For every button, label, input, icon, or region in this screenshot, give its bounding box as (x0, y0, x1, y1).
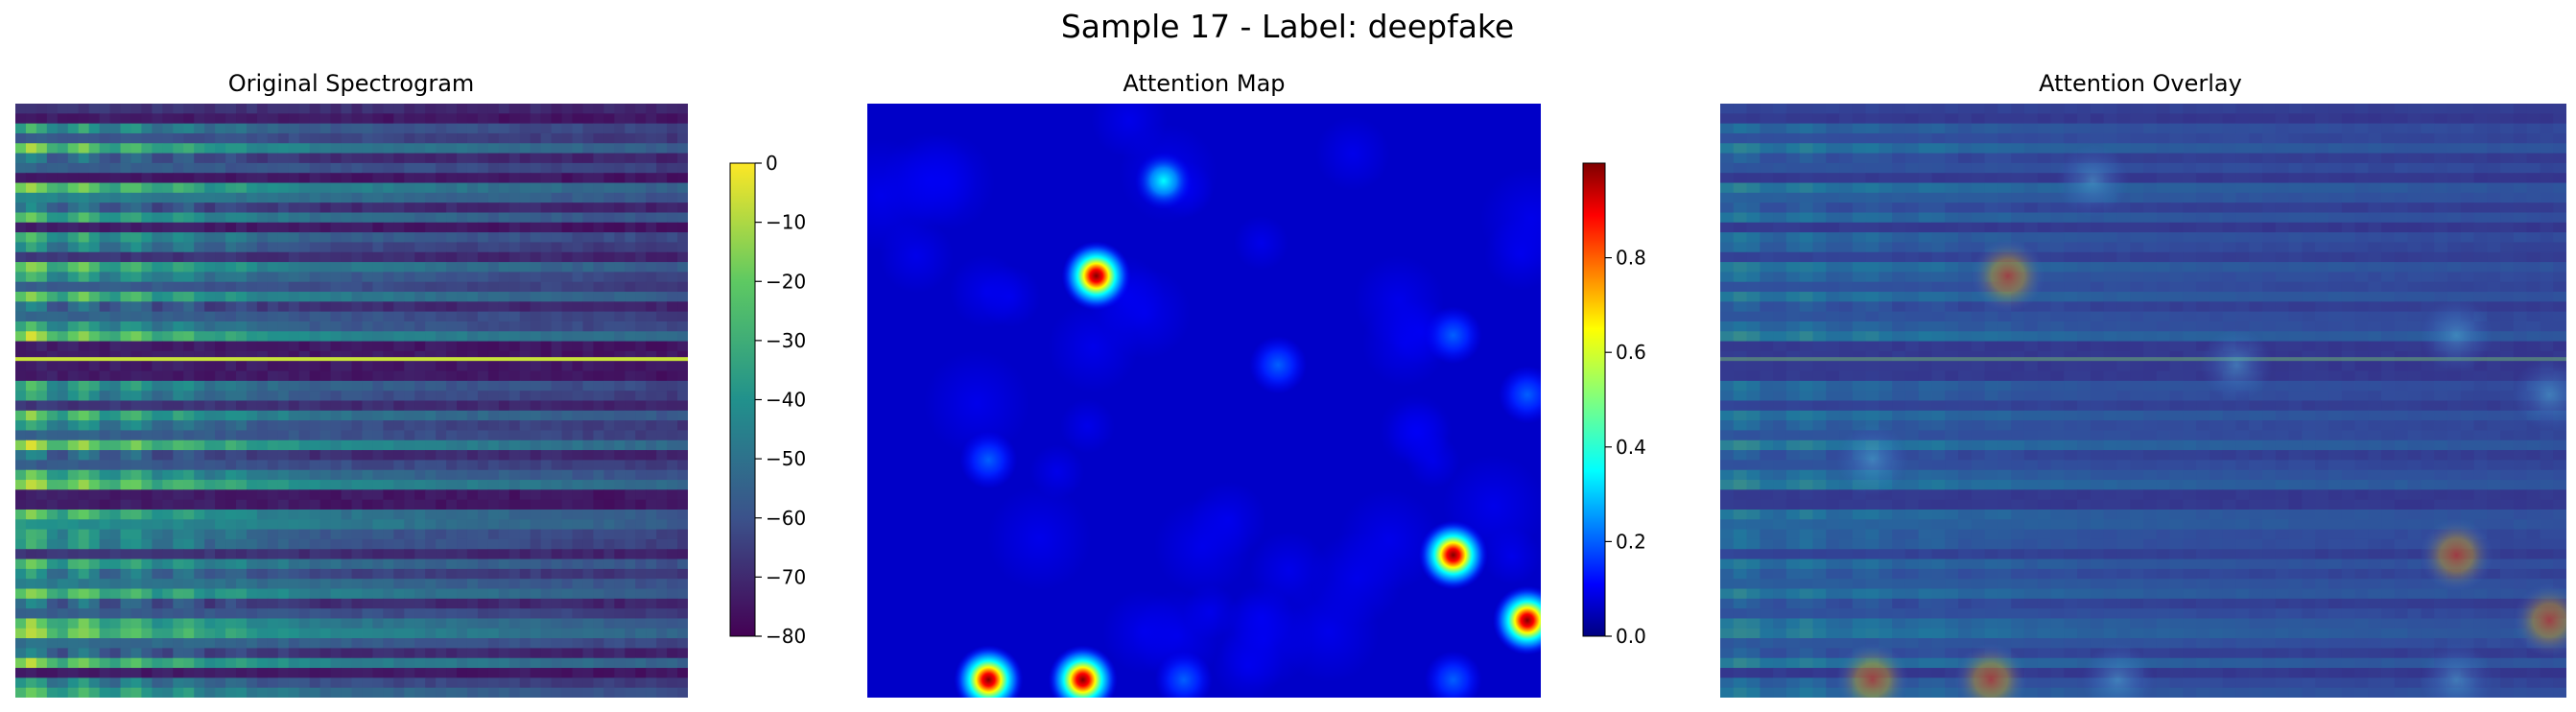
attention-hotspot (1424, 306, 1482, 365)
overlay-hotspot (2420, 518, 2493, 592)
overlay-hotspot (2200, 328, 2274, 402)
attention-hotspot (1492, 585, 1541, 655)
attention-hotspot (1048, 645, 1118, 698)
colorbar-tick-label: −20 (766, 270, 806, 293)
attention-hotspot (954, 645, 1024, 698)
spectrogram-image (15, 104, 688, 698)
overlay-hotspot (2056, 144, 2130, 218)
panel-title-attention-map: Attention Map (1123, 70, 1285, 97)
colorbar-tick-label: 0.8 (1616, 247, 1646, 270)
colorbar-tick-label: −80 (766, 625, 806, 648)
colorbar-tick-label: −50 (766, 447, 806, 470)
overlay-hotspot (2420, 298, 2493, 372)
overlay-hotspot (2420, 643, 2493, 698)
attention-colorbar (1582, 162, 1606, 637)
colorbar-tick-label: −70 (766, 565, 806, 588)
colorbar-tick-label: −60 (766, 507, 806, 530)
overlay-hotspot (2081, 643, 2155, 698)
overlay-hotspot (2513, 583, 2566, 657)
colorbar-tick-label: −30 (766, 329, 806, 352)
figure-suptitle: Sample 17 - Label: deepfake (1061, 8, 1514, 45)
attention-hotspot (1418, 520, 1488, 590)
colorbar-tick-label: −10 (766, 211, 806, 234)
colorbar-tick-label: 0.2 (1616, 530, 1646, 553)
colorbar-tick-label: 0.0 (1616, 625, 1646, 648)
attention-hotspot (1061, 241, 1131, 311)
panel-title-spectrogram: Original Spectrogram (228, 70, 475, 97)
attention-hotspot (959, 431, 1018, 489)
attention-hotspot (1424, 651, 1482, 698)
attention-hotspot (1134, 152, 1193, 210)
overlay-hotspot (1835, 423, 1909, 497)
overlay-hotspot (1971, 239, 2044, 313)
overlay-hotspot (1835, 643, 1909, 698)
attention-hotspot (1498, 366, 1541, 424)
colorbar-tick-label: 0 (766, 152, 778, 175)
colorbar-tick-label: −40 (766, 389, 806, 412)
colorbar-tick-label: 0.6 (1616, 341, 1646, 364)
attention-hotspot (1154, 651, 1213, 698)
panel-title-attention-overlay: Attention Overlay (2039, 70, 2242, 97)
attention-colorbar-ticks: 0.0 0.2 0.4 0.6 0.8 (1605, 247, 1646, 648)
colorbar-tick-label: 0.4 (1616, 436, 1646, 459)
spectrogram-colorbar-ticks: 0 −10 −20 −30 −40 −50 −60 −70 −80 (755, 152, 806, 648)
attention-map-image (867, 104, 1541, 698)
spectrogram-colorbar (729, 162, 756, 637)
overlay-hotspot (2513, 358, 2566, 432)
attention-hotspot (1249, 336, 1308, 394)
overlay-hotspot (1954, 643, 2028, 698)
attention-overlay-image (1720, 104, 2566, 698)
